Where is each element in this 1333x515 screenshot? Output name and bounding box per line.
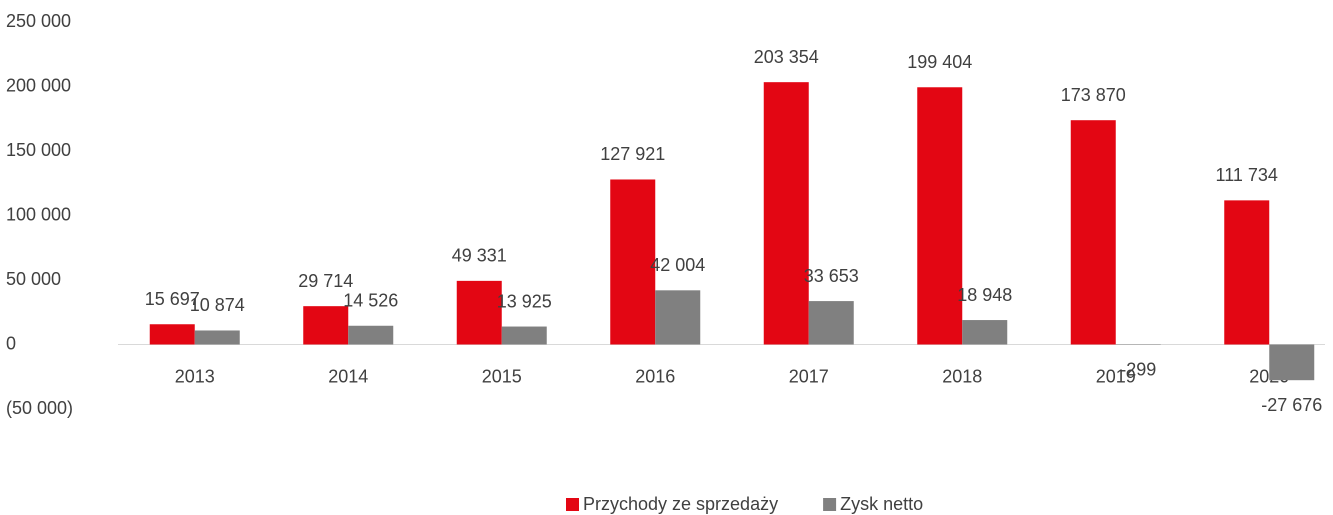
data-label: 29 714 [298, 271, 353, 291]
x-tick-label: 2018 [942, 366, 982, 386]
bar [655, 290, 701, 345]
data-label: 199 404 [907, 52, 972, 72]
y-tick-label: 0 [6, 333, 16, 353]
x-tick-label: 2016 [635, 366, 675, 386]
bar [194, 330, 240, 345]
bar [501, 326, 547, 345]
bar [917, 87, 963, 345]
data-label: 15 697 [145, 289, 200, 309]
data-label: 49 331 [452, 246, 507, 266]
data-label: 14 526 [343, 291, 398, 311]
x-tick-label: 2014 [328, 366, 368, 386]
x-tick-label: 2013 [175, 366, 215, 386]
legend-label: Zysk netto [840, 494, 923, 514]
y-tick-label: 100 000 [6, 204, 71, 224]
bar [610, 179, 656, 345]
bar [149, 324, 195, 345]
data-label: -27 676 [1261, 395, 1322, 415]
y-tick-label: (50 000) [6, 398, 73, 418]
data-label: 18 948 [957, 285, 1012, 305]
y-tick-label: 200 000 [6, 75, 71, 95]
legend-swatch [566, 498, 579, 511]
bar [1070, 120, 1116, 345]
data-label: 173 870 [1061, 85, 1126, 105]
bar [348, 325, 394, 345]
data-label: 13 925 [497, 291, 552, 311]
y-tick-label: 50 000 [6, 269, 61, 289]
x-tick-label: 2019 [1096, 366, 1136, 386]
bar [456, 280, 502, 345]
y-tick-label: 250 000 [6, 11, 71, 31]
data-label: 10 874 [190, 295, 245, 315]
bar [763, 82, 809, 345]
legend-swatch [823, 498, 837, 511]
data-label: -299 [1120, 360, 1156, 380]
data-label: 127 921 [600, 144, 665, 164]
bar [1269, 344, 1315, 381]
data-label: 42 004 [650, 255, 705, 275]
x-tick-label: 2015 [482, 366, 522, 386]
y-tick-label: 150 000 [6, 140, 71, 160]
x-tick-label: 2017 [789, 366, 829, 386]
data-label: 203 354 [754, 47, 819, 67]
data-label: 111 734 [1216, 165, 1278, 185]
data-label: 33 653 [804, 266, 859, 286]
legend-label: Przychody ze sprzedaży [583, 494, 778, 514]
bar [808, 301, 854, 345]
bar [303, 306, 349, 345]
bar [962, 320, 1008, 345]
bar [1224, 200, 1270, 345]
